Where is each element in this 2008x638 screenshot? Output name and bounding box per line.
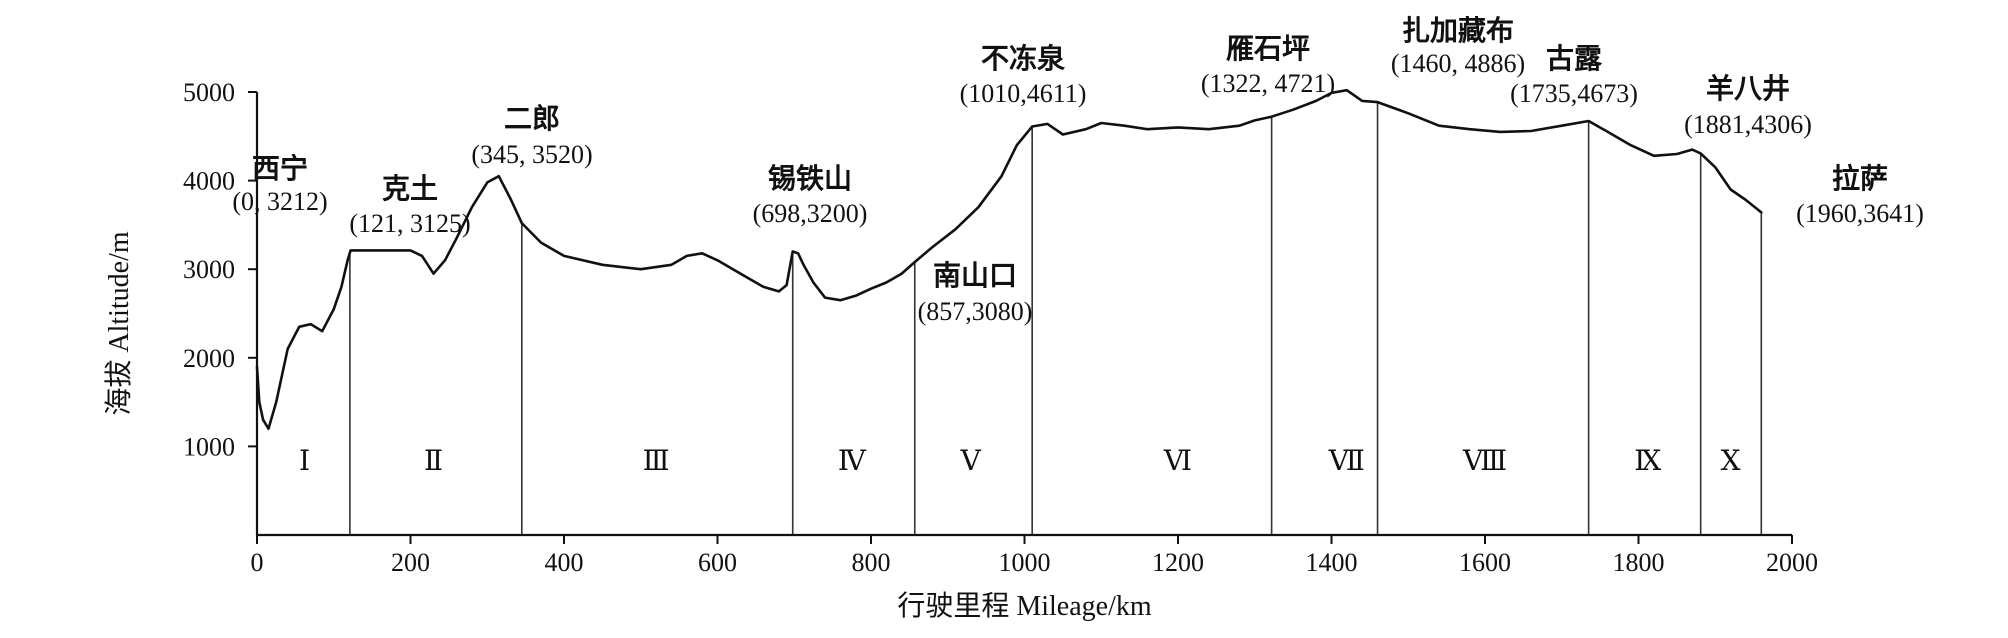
segment-label: Ⅸ	[1634, 446, 1661, 477]
station-name-label: 不冻泉	[981, 42, 1066, 75]
station-name-label: 克土	[382, 173, 438, 205]
station-coordinate-label: (1010,4611)	[960, 79, 1087, 108]
station-coordinate-label: (698,3200)	[753, 199, 868, 228]
segment-label: Ⅹ	[1721, 446, 1741, 477]
x-tick-label: 1400	[1306, 548, 1358, 577]
station-name-label: 南山口	[933, 260, 1017, 292]
x-tick-label: 2000	[1766, 548, 1818, 577]
y-tick-label: 3000	[183, 255, 235, 284]
segment-label: Ⅷ	[1462, 446, 1507, 477]
x-tick-label: 800	[852, 548, 891, 577]
station-name-label: 西宁	[252, 152, 308, 185]
station-coordinate-label: (121, 3125)	[349, 209, 470, 238]
station-name-label: 雁石坪	[1226, 33, 1310, 65]
axis-ticks: 0 200 400 600 800 1000 1200 1400 1600 1800 2000 100…	[183, 78, 1818, 577]
y-tick-label: 4000	[183, 167, 235, 196]
x-tick-label: 0	[251, 548, 264, 577]
segment-dividers	[349, 102, 1763, 535]
station-labels: 西宁(0, 3212) 克土 (121, 3125) 二郎 (345, 3520) 锡铁山…	[232, 15, 1924, 326]
segment-label: Ⅴ	[960, 446, 982, 477]
x-axis-title: 行驶里程 Mileage/km	[897, 590, 1152, 622]
altitude-profile-line	[255, 88, 1763, 431]
segment-label: Ⅳ	[838, 446, 867, 477]
x-tick-label: 1600	[1459, 548, 1511, 577]
x-tick-label: 600	[698, 548, 737, 577]
x-tick-label: 200	[391, 548, 430, 577]
station-name-label: 扎加藏布	[1402, 15, 1514, 47]
station-coordinate-label: (1735,4673)	[1510, 79, 1638, 108]
station-coordinate-label: (1881,4306)	[1684, 110, 1812, 139]
station-coordinate-label: (1322, 4721)	[1201, 69, 1335, 98]
x-tick-label: 1800	[1613, 548, 1665, 577]
y-tick-label: 1000	[183, 432, 235, 461]
x-tick-label: 400	[545, 548, 584, 577]
y-tick-label: 2000	[183, 344, 235, 373]
x-tick-label: 1200	[1152, 548, 1204, 577]
x-tick-label: 1000	[999, 548, 1051, 577]
station-name-label: 锡铁山	[768, 163, 852, 195]
segment-label: Ⅰ	[299, 446, 310, 477]
segment-label: Ⅲ	[643, 446, 670, 477]
station-name-label: 二郎	[504, 103, 560, 135]
segment-label: Ⅶ	[1328, 446, 1365, 477]
segment-labels: Ⅰ Ⅱ Ⅲ Ⅳ Ⅴ Ⅵ Ⅶ Ⅷ Ⅸ Ⅹ	[299, 446, 1741, 477]
station-name-label: 拉萨	[1832, 162, 1888, 195]
station-coordinate-label: (1460, 4886)	[1391, 49, 1525, 78]
station-coordinate-label: (857,3080)	[918, 297, 1033, 326]
station-coordinate-label: (345, 3520)	[471, 140, 592, 169]
y-axis-title: 海拔 Altitude/m	[103, 231, 135, 416]
station-coordinate-label: (1960,3641)	[1796, 199, 1924, 228]
segment-label: Ⅵ	[1163, 446, 1192, 477]
station-name-label: 羊八井	[1706, 73, 1790, 105]
station-name-label: 古露	[1546, 43, 1603, 75]
station-coordinate-label: (0, 3212)	[232, 187, 327, 216]
y-tick-label: 5000	[183, 78, 235, 107]
segment-label: Ⅱ	[424, 446, 443, 477]
